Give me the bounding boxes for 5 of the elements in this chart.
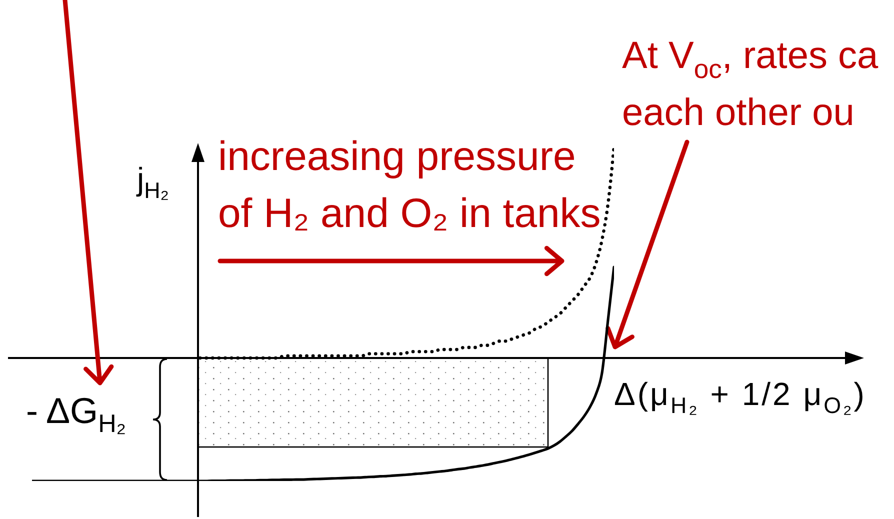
- text: At V$_{oc}$, rates ca each other ou: [622, 35, 880, 134]
- annotation: - ΔG$_{H₂}$: [26, 390, 126, 438]
- y-axis-title: j$_{H₂}$: [136, 161, 169, 203]
- x-axis-title: Δ(μ$_{H₂}$ + 1/2 μ$_{O₂}$): [614, 376, 866, 418]
- annotation: increasing pressure of H₂ and O₂ in tanks: [218, 133, 601, 236]
